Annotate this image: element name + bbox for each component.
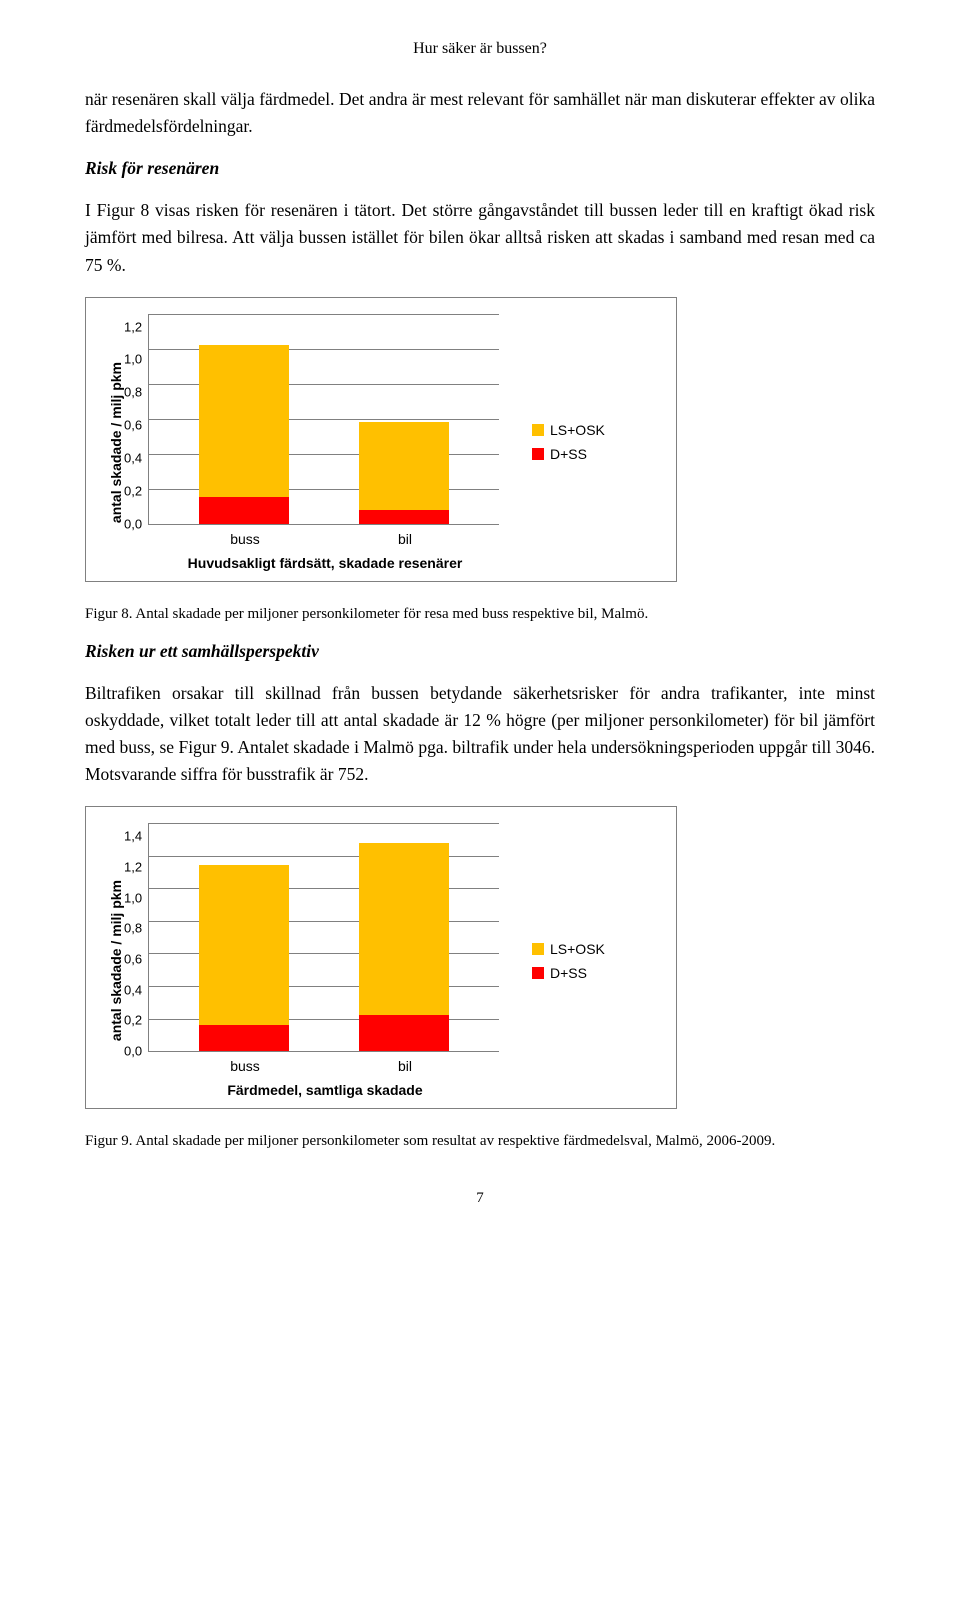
ytick-label: 1,0 [124, 891, 142, 904]
ytick-label: 0,6 [124, 952, 142, 965]
bar-segment-D+SS [359, 1015, 449, 1051]
ytick-label: 0,6 [124, 419, 142, 432]
legend-item-LS+OSK: LS+OSK [532, 422, 605, 438]
xtick-label: buss [230, 1058, 260, 1074]
section-heading-risk-resenaren: Risk för resenären [85, 158, 875, 179]
section2-paragraph: Biltrafiken orsakar till skillnad från b… [85, 680, 875, 789]
bar-segment-D+SS [199, 497, 289, 523]
gridline [149, 823, 499, 824]
ytick-label: 1,2 [124, 860, 142, 873]
chart2-plot-col: 1,41,21,00,80,60,40,20,0 [124, 823, 500, 1052]
page-number: 7 [85, 1190, 875, 1207]
ytick-label: 0,2 [124, 1014, 142, 1027]
section1-paragraph: I Figur 8 visas risken för resenären i t… [85, 197, 875, 278]
chart1-plot-wrap: 1,2 1,0 0,8 0,6 0,4 0,2 0,0 buss bil Huvudsakli… [124, 314, 500, 571]
page: Hur säker är bussen? när resenären skall… [0, 0, 960, 1267]
chart2-legend: LS+OSK D+SS [532, 933, 605, 989]
bar-segment-LS+OSK [199, 865, 289, 1025]
bar-segment-LS+OSK [359, 422, 449, 510]
gridline [149, 314, 499, 315]
legend-label: LS+OSK [550, 422, 605, 438]
ytick-label: 0,8 [124, 922, 142, 935]
legend-swatch [532, 424, 544, 436]
ytick-label: 1,2 [124, 320, 142, 333]
xtick-label: bil [398, 1058, 412, 1074]
chart2-plot-area [148, 823, 499, 1052]
chart1-inner: antal skadade / milj pkm 1,2 1,0 0,8 0,6 0,4… [100, 314, 662, 571]
ytick-label: 0,4 [124, 983, 142, 996]
bar-segment-D+SS [199, 1025, 289, 1051]
legend-label: LS+OSK [550, 941, 605, 957]
ytick-label: 0,0 [124, 1045, 142, 1058]
chart2-y-axis-label: antal skadade / milj pkm [100, 880, 124, 1041]
legend-item-LS+OSK: LS+OSK [532, 941, 605, 957]
ytick-label: 0,8 [124, 386, 142, 399]
section-heading-samhallsperspektiv: Risken ur ett samhällsperspektiv [85, 641, 875, 662]
legend-label: D+SS [550, 446, 587, 462]
chart2-plot-wrap: 1,4 1,2 1,0 0,8 0,6 0,4 0,2 0,0 buss bil Färdmed… [124, 823, 500, 1098]
chart2-yticks: 1,41,21,00,80,60,40,20,0 [124, 823, 148, 1051]
ytick-label: 0,2 [124, 484, 142, 497]
chart1-yticks: 1,21,00,80,60,40,20,0 [124, 314, 148, 524]
intro-paragraph: när resenären skall välja färdmedel. Det… [85, 86, 875, 140]
bar-segment-LS+OSK [359, 843, 449, 1016]
xtick-label: buss [230, 531, 260, 547]
chart1-x-axis-title: Huvudsakligt färdsätt, skadade resenärer [150, 555, 500, 571]
legend-item-D+SS: D+SS [532, 965, 605, 981]
chart1-plot-area [148, 314, 499, 525]
chart-figure-9: antal skadade / milj pkm 1,4 1,2 1,0 0,8 0,6… [85, 806, 677, 1109]
chart1-plot-col: 1,21,00,80,60,40,20,0 [124, 314, 500, 525]
bar-segment-D+SS [359, 510, 449, 524]
ytick-label: 0,4 [124, 451, 142, 464]
ytick-label: 0,0 [124, 517, 142, 530]
chart-figure-8: antal skadade / milj pkm 1,2 1,0 0,8 0,6 0,4… [85, 297, 677, 582]
xtick-label: bil [398, 531, 412, 547]
chart2-inner: antal skadade / milj pkm 1,4 1,2 1,0 0,8 0,6… [100, 823, 662, 1098]
ytick-label: 1,0 [124, 353, 142, 366]
chart2-xlabels: buss bil [150, 1058, 500, 1076]
chart2-x-axis-title: Färdmedel, samtliga skadade [150, 1082, 500, 1098]
caption-figure-8: Figur 8. Antal skadade per miljoner pers… [85, 606, 875, 623]
chart1-y-axis-label: antal skadade / milj pkm [100, 362, 124, 523]
bar-bil [359, 422, 449, 524]
legend-label: D+SS [550, 965, 587, 981]
chart1-legend: LS+OSK D+SS [532, 414, 605, 470]
legend-swatch [532, 967, 544, 979]
bar-bil [359, 843, 449, 1051]
legend-swatch [532, 448, 544, 460]
running-head: Hur säker är bussen? [85, 40, 875, 58]
ytick-label: 1,4 [124, 830, 142, 843]
caption-figure-9: Figur 9. Antal skadade per miljoner pers… [85, 1133, 875, 1150]
legend-swatch [532, 943, 544, 955]
legend-item-D+SS: D+SS [532, 446, 605, 462]
chart1-xlabels: buss bil [150, 531, 500, 549]
bar-buss [199, 345, 289, 524]
bar-buss [199, 865, 289, 1051]
bar-segment-LS+OSK [199, 345, 289, 497]
